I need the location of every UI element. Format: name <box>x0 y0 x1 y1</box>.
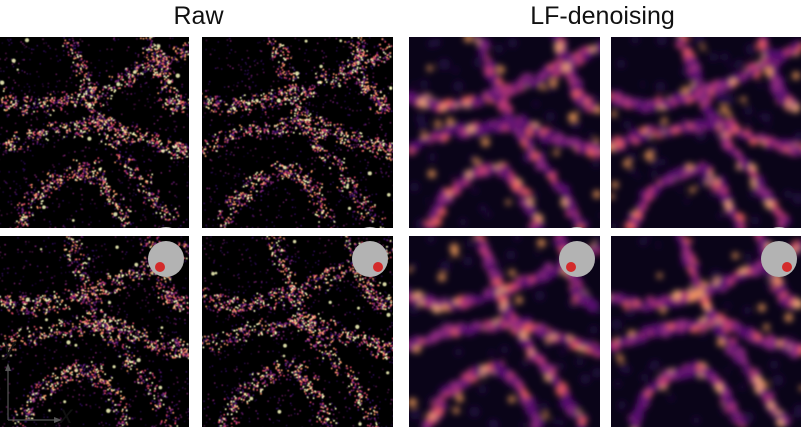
lf-denoising-header: LF-denoising <box>530 2 675 30</box>
x-axis-label: x <box>60 401 73 429</box>
image-panel-lf-tr <box>611 37 801 228</box>
pupil-indicator-icon <box>352 227 388 228</box>
image-panel-lf-tl <box>409 37 600 228</box>
xy-axes-icon <box>5 363 62 423</box>
y-axis-label: y <box>3 333 16 361</box>
pupil-indicator-icon <box>352 241 388 277</box>
pupil-indicator-icon <box>148 241 184 277</box>
image-panel-raw-tl <box>0 37 189 228</box>
pupil-indicator-icon <box>559 227 595 228</box>
view-position-dot <box>373 262 383 272</box>
pupil-indicator-icon <box>148 227 184 228</box>
image-panel-raw-br <box>202 236 393 427</box>
view-position-dot <box>782 262 792 272</box>
image-panel-lf-bl <box>409 236 600 427</box>
pupil-indicator-icon <box>761 227 797 228</box>
raw-header: Raw <box>173 2 224 30</box>
view-position-dot <box>155 262 165 272</box>
pupil-indicator-icon <box>559 241 595 277</box>
image-panel-raw-tr <box>202 37 393 228</box>
image-panel-raw-bl <box>0 236 189 427</box>
pupil-indicator-icon <box>761 241 797 277</box>
image-panel-lf-br <box>611 236 801 427</box>
view-position-dot <box>566 262 576 272</box>
